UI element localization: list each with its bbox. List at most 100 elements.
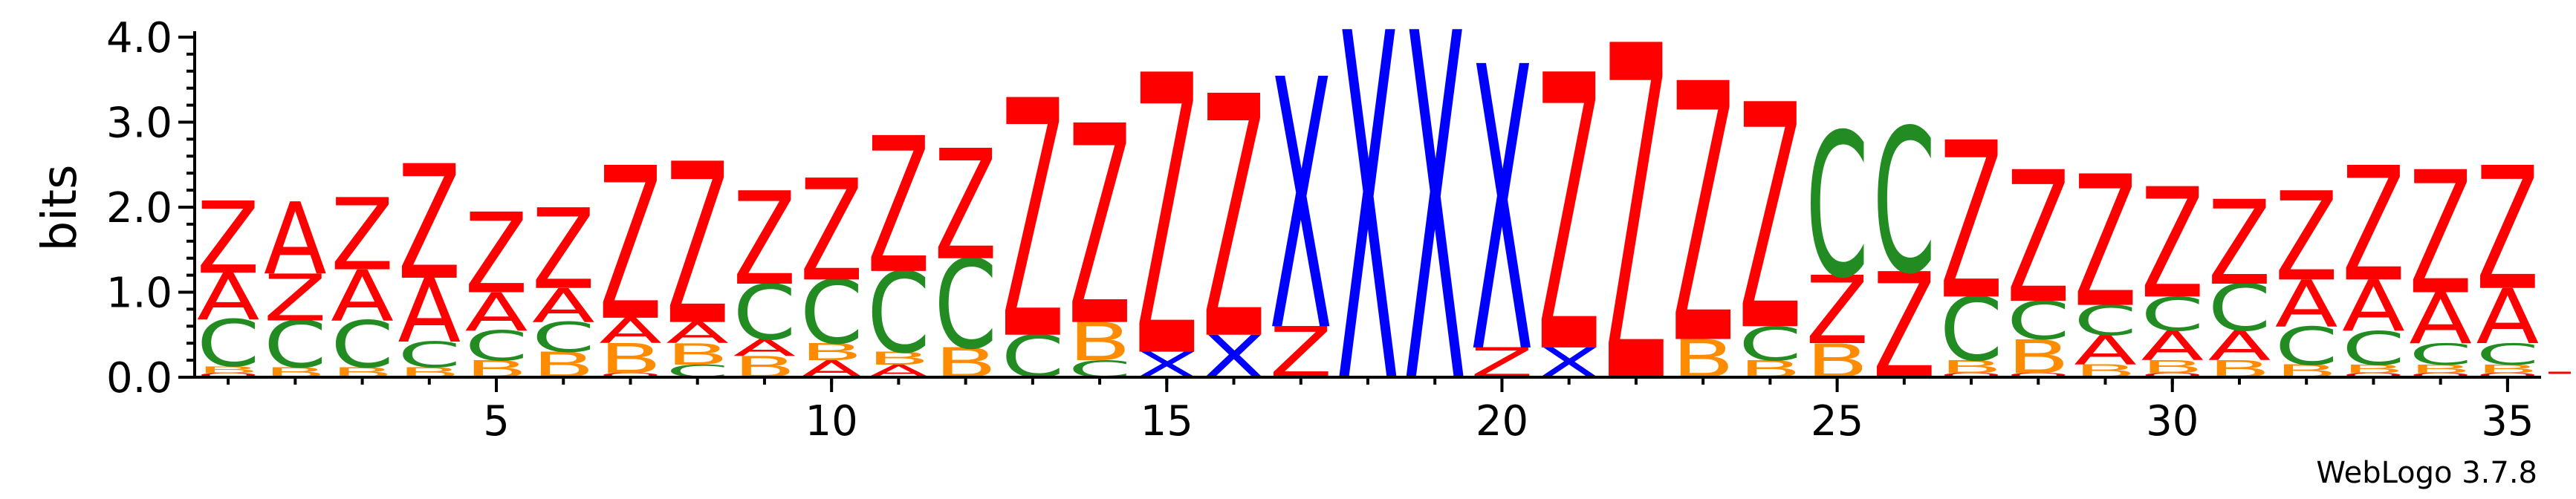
logo-letter-b: B [2007,330,2070,385]
logo-letter-c: C [2476,338,2539,372]
logo-letter-z: Z [599,125,662,368]
logo-letter-o: O [197,372,260,379]
logo-letter-z: Z [331,178,394,293]
logo-letter-c: C [532,315,595,362]
logo-letter-z: Z [2007,134,2070,344]
x-tick-label: 10 [805,397,858,446]
logo-letter-c: C [2141,287,2204,342]
x-tick-label: 30 [2146,397,2199,446]
y-tick-label: 2.0 [106,184,172,232]
logo-letter-c: C [800,263,863,365]
logo-letter-z: Z [934,117,997,294]
logo-letter-c: C [1872,88,1936,318]
logo-letter-z: Z [1806,257,1869,365]
logo-letter-c: C [1806,92,1869,322]
logo-letter-a: A [2409,278,2472,359]
logo-letter-z: Z [666,117,729,374]
logo-letter-b: B [666,337,729,371]
logo-letter-b: B [2409,362,2472,376]
y-tick-label: 1.0 [106,270,172,318]
logo-letter-z: Z [398,131,461,315]
logo-letter-z: Z [532,186,595,315]
y-tick-label: 3.0 [106,100,172,148]
logo-letter-z: Z [800,149,863,313]
logo-letter-c: C [398,335,461,376]
logo-letter-b: B [197,365,260,376]
axis-layer: 0.0 1.0 2.0 3.0 4.0 5 10 15 20 25 30 35 [106,14,2571,446]
logo-letter-a: A [2208,322,2271,370]
logo-letter-z: Z [1940,97,2003,348]
y-tick-label: 4.0 [106,14,172,62]
logo-letter-a: A [2342,266,2405,347]
logo-letter-x: X [1470,0,1534,440]
logo-letter-a: A [532,279,595,333]
logo-letter-a: A [264,183,327,297]
logo-letter-z: Z [2208,177,2271,312]
logo-letter-c: C [2007,291,2070,352]
logo-letter-z: Z [867,98,930,316]
logo-letter-b: B [2476,362,2539,376]
logo-letter-c: C [934,235,997,377]
logo-letter-c: C [197,307,260,382]
logo-letter-b: B [599,335,662,382]
logo-letter-o: O [2476,372,2539,379]
logo-letter-c: C [867,250,930,379]
y-axis-label: bits [33,165,88,252]
logo-letter-x: X [1269,7,1332,407]
logo-letter-z: Z [2476,132,2539,329]
logo-letter-a: A [398,261,461,362]
logo-letter-z: Z [1672,10,1735,423]
logo-letter-z: Z [1135,0,1198,443]
logo-letter-x: X [1404,0,1467,491]
x-tick-label: 25 [1811,397,1863,446]
x-tick-label: 20 [1476,397,1528,446]
logo-letter-z: Z [2074,138,2137,348]
logo-letter-z: Z [1068,68,1132,387]
logo-letter-o: O [599,372,662,379]
logo-letter-b: B [2141,356,2204,376]
logo-letter-c: C [331,307,394,382]
logo-letter-z: Z [1739,40,1802,399]
logo-letter-c: C [264,307,327,382]
logo-letter-o: O [2007,372,2070,379]
logo-letter-c: C [2342,321,2405,375]
logo-letter-a: A [2074,327,2137,374]
logo-letter-b: B [867,348,930,368]
logo-letter-a: A [666,316,729,350]
x-tick-label: 5 [483,397,510,446]
logo-letter-a: A [2141,322,2204,370]
logo-letter-z: Z [197,182,260,296]
logo-letter-c: C [1739,317,1802,371]
logo-letter-a: A [733,335,797,362]
logo-letter-c: C [733,270,797,357]
logo-letter-z: Z [1202,28,1265,414]
logo-letter-z: Z [1537,0,1600,437]
logo-letter-x: X [1337,0,1400,491]
logo-letter-b: B [1068,312,1132,373]
y-tick-label: 0.0 [106,354,172,402]
logo-letter-z: Z [2275,167,2338,309]
logo-letter-c: C [1940,280,2003,382]
logo-letter-z: Z [1001,33,1064,412]
logo-letter-a: A [2476,273,2539,362]
logo-letter-b: B [2342,362,2405,376]
logo-letter-b: B [800,339,863,366]
logo-letter-z: Z [733,166,797,314]
logo-letter-a: A [465,281,528,343]
logo-letter-z: Z [1605,0,1668,486]
x-tick-label: 35 [2481,397,2534,446]
logo-letter-o: O [2342,372,2405,379]
logo-letter-z: Z [264,261,327,336]
logo-letter-c: C [2409,338,2472,372]
weblogo-version-footer: WebLogo 3.7.8 [2316,456,2537,490]
logo-letter-z: Z [465,190,528,319]
logo-letter-a: A [331,255,394,336]
x-tick-label: 15 [1141,397,1193,446]
logo-letter-o: O [2141,372,2204,379]
logo-letter-a: A [197,261,260,335]
logo-letter-z: Z [2141,155,2204,332]
logo-letter-a: A [599,311,662,352]
